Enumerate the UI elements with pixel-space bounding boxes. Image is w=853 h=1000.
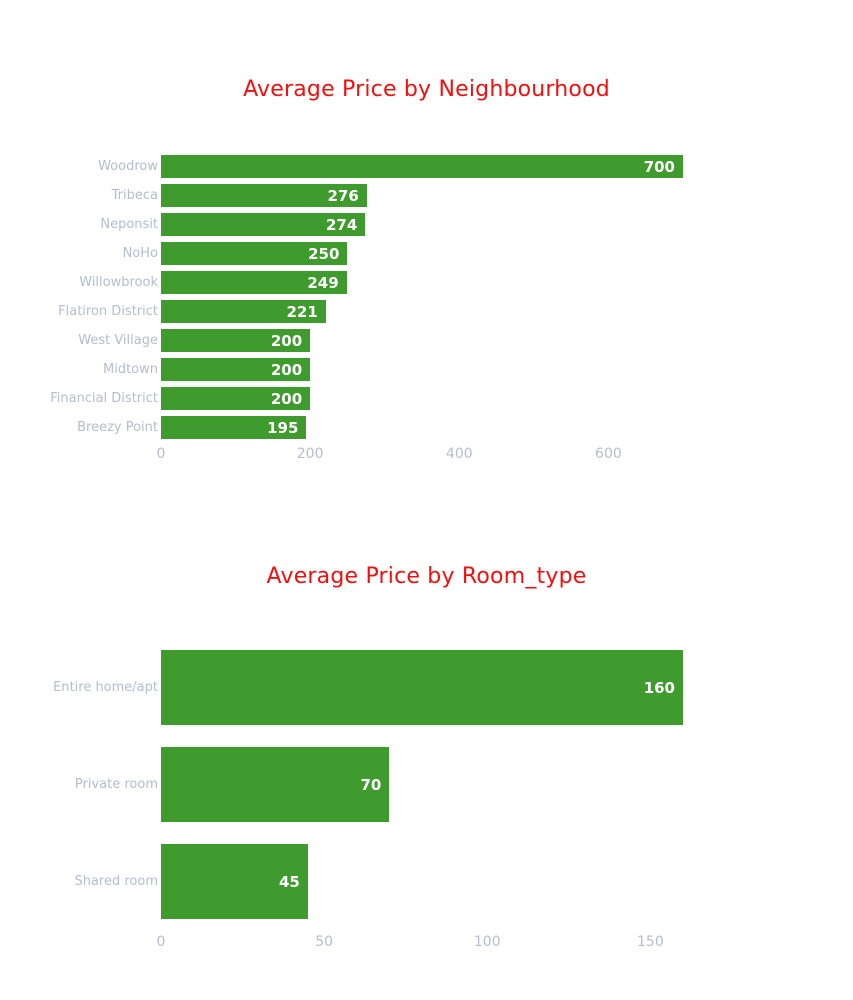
chart-title-neighbourhood: Average Price by Neighbourhood: [243, 77, 610, 102]
bar-track: 221: [161, 297, 683, 326]
category-label: NoHo: [122, 246, 158, 261]
bar-track: 200: [161, 326, 683, 355]
bar: 200: [161, 358, 311, 381]
neighbourhood-price-chart: Average Price by Neighbourhood Woodrow 70…: [0, 0, 853, 466]
category-label: Flatiron District: [58, 304, 158, 319]
bar: 700: [161, 155, 683, 178]
x-tick-label: 0: [156, 446, 166, 462]
bar-row: Neponsit 274: [0, 210, 853, 239]
bar: 249: [161, 271, 347, 294]
category-label: Midtown: [102, 362, 158, 377]
roomtype-price-chart: Average Price by Room_type Entire home/a…: [0, 466, 853, 954]
category-label: West Village: [78, 333, 158, 348]
x-tick-label: 0: [156, 934, 166, 950]
figure: Average Price by Neighbourhood Woodrow 70…: [0, 0, 853, 954]
bar-row: NoHo 250: [0, 239, 853, 268]
bar-value-label: 700: [643, 157, 675, 176]
category-label: Shared room: [74, 874, 158, 889]
neighbourhood-bars-area: Woodrow 700 Tribeca 276 Neponsit 274 NoHo 250 Wi…: [0, 152, 853, 442]
bar-value-label: 70: [360, 775, 382, 794]
bar-value-label: 195: [267, 418, 299, 437]
bar-track: 70: [161, 736, 683, 833]
bar: 45: [161, 844, 308, 919]
bar-track: 160: [161, 639, 683, 736]
bar-value-label: 276: [327, 186, 359, 205]
category-label: Tribeca: [111, 188, 158, 203]
bar-row: Private room 70: [0, 736, 853, 833]
category-label: Woodrow: [98, 159, 158, 174]
bar-track: 195: [161, 413, 683, 442]
category-label: Financial District: [50, 391, 158, 406]
bar-row: Willowbrook 249: [0, 268, 853, 297]
bar-track: 200: [161, 384, 683, 413]
bar-row: West Village 200: [0, 326, 853, 355]
bar: 200: [161, 329, 311, 352]
x-tick-label: 50: [315, 934, 334, 950]
chart-title-roomtype: Average Price by Room_type: [266, 564, 587, 589]
bar-track: 700: [161, 152, 683, 181]
bar-value-label: 200: [270, 360, 303, 379]
bar-row: Breezy Point 195: [0, 413, 853, 442]
bar: 70: [161, 747, 390, 822]
roomtype-x-axis: 0 50 100 150: [157, 932, 683, 954]
bar-value-label: 200: [270, 389, 303, 408]
bar: 160: [161, 650, 683, 725]
category-label: Breezy Point: [77, 420, 158, 435]
bar-track: 276: [161, 181, 683, 210]
x-tick-label: 600: [595, 446, 622, 462]
bar-track: 250: [161, 239, 683, 268]
bar-value-label: 249: [307, 273, 339, 292]
category-label: Willowbrook: [79, 275, 158, 290]
bar-track: 200: [161, 355, 683, 384]
roomtype-bars-area: Entire home/apt 160 Private room 70 Shared r…: [0, 639, 853, 930]
bar-row: Midtown 200: [0, 355, 853, 384]
bar-value-label: 250: [308, 244, 340, 263]
bar-value-label: 274: [326, 215, 358, 234]
x-tick-label: 200: [296, 446, 324, 462]
x-tick-label: 150: [637, 934, 664, 950]
bar-track: 249: [161, 268, 683, 297]
bar: 276: [161, 184, 367, 207]
bar: 250: [161, 242, 348, 265]
category-label: Private room: [74, 777, 158, 792]
bar-row: Tribeca 276: [0, 181, 853, 210]
bar: 195: [161, 416, 307, 439]
bar: 274: [161, 213, 366, 236]
bar-value-label: 221: [286, 302, 318, 321]
bar-track: 45: [161, 833, 683, 930]
bar-value-label: 200: [270, 331, 303, 350]
bar-row: Woodrow 700: [0, 152, 853, 181]
x-tick-label: 100: [473, 934, 501, 950]
bar-value-label: 160: [643, 678, 675, 697]
category-label: Neponsit: [100, 217, 158, 232]
bar: 221: [161, 300, 326, 323]
bar-row: Financial District 200: [0, 384, 853, 413]
bar-value-label: 45: [278, 872, 300, 891]
bar-row: Entire home/apt 160: [0, 639, 853, 736]
bar-track: 274: [161, 210, 683, 239]
bar-row: Shared room 45: [0, 833, 853, 930]
x-tick-label: 400: [445, 446, 473, 462]
neighbourhood-x-axis: 0 200 400 600: [157, 444, 683, 466]
bar: 200: [161, 387, 311, 410]
category-label: Entire home/apt: [53, 680, 158, 695]
bar-row: Flatiron District 221: [0, 297, 853, 326]
